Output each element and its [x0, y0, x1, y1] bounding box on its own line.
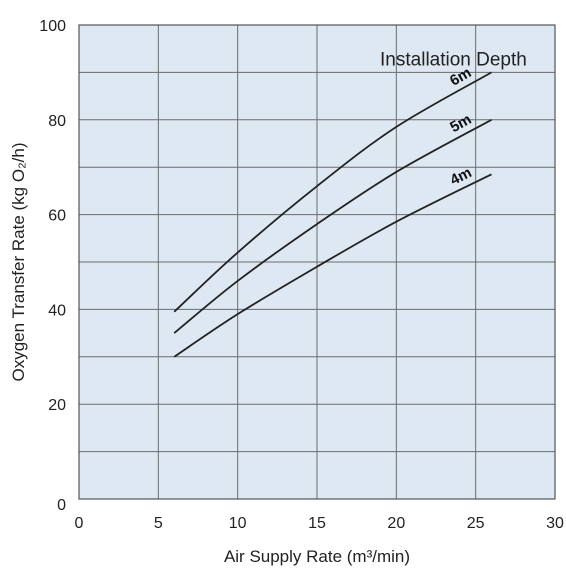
plot-border	[78, 24, 556, 500]
legend-title: Installation Depth	[380, 49, 527, 70]
x-tick-label: 5	[154, 515, 163, 532]
x-tick-label: 10	[229, 515, 247, 532]
x-tick-label: 30	[546, 515, 564, 532]
grid	[78, 24, 556, 500]
y-tick-label: 100	[39, 18, 66, 35]
y-tick-label: 80	[48, 113, 66, 130]
x-tick-label: 20	[387, 515, 405, 532]
series-line-5m	[173, 119, 492, 334]
y-tick-label: 60	[48, 208, 66, 225]
y-tick-label: 40	[48, 302, 66, 319]
y-tick-label: 20	[48, 397, 66, 414]
x-tick-label: 0	[75, 515, 84, 532]
x-tick-label: 15	[308, 515, 326, 532]
y-tick-label: 0	[57, 497, 66, 514]
y-axis-label: Oxygen Transfer Rate (kg O₂/h)	[9, 142, 28, 381]
tick-labels: 0 5 10 15 20 25 30 0 20 40 60 80 100	[39, 18, 564, 532]
series-line-6m	[173, 71, 492, 313]
x-axis-label: Air Supply Rate (m³/min)	[224, 547, 410, 566]
series-line-4m	[173, 173, 492, 358]
x-tick-label: 25	[467, 515, 485, 532]
